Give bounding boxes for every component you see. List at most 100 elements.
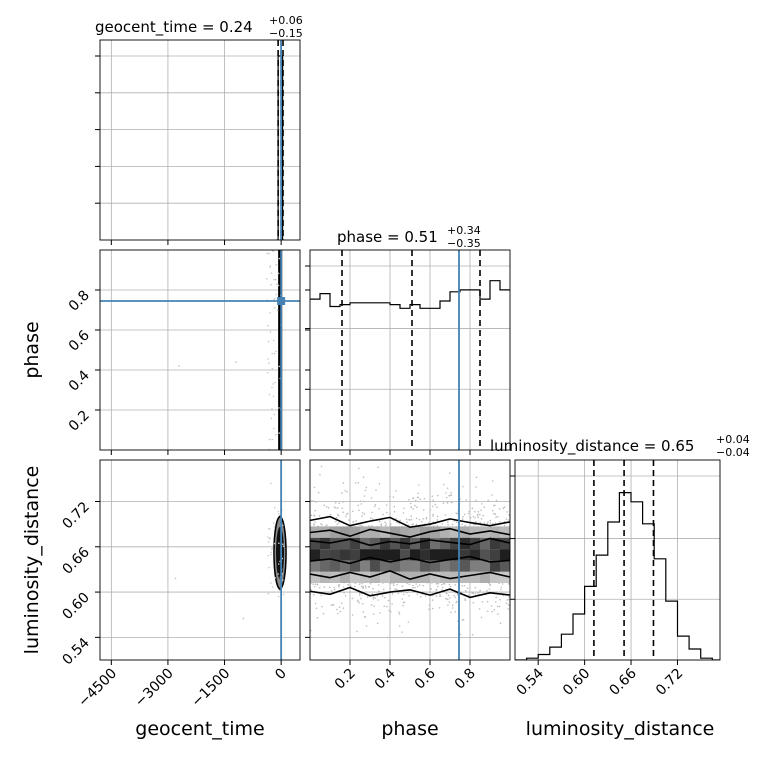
density-cell	[490, 571, 500, 583]
x-tick-label: 0.2	[332, 666, 359, 693]
sample-point	[269, 312, 271, 314]
sample-point	[441, 583, 443, 586]
sample-point	[271, 586, 274, 588]
sample-point	[431, 505, 434, 508]
y-tick-label: 0.72	[59, 499, 92, 532]
sample-point	[371, 511, 373, 514]
sample-point	[370, 497, 373, 499]
density-cell	[390, 549, 400, 561]
sample-point	[483, 522, 486, 524]
sample-point	[422, 518, 425, 520]
y-tick-label: 0.54	[59, 635, 92, 668]
sample-point	[412, 586, 414, 589]
sample-point	[275, 263, 278, 266]
sample-point	[465, 590, 467, 592]
density-cell	[370, 526, 380, 538]
sample-point	[310, 588, 312, 591]
sample-point	[266, 252, 269, 254]
sample-point	[398, 625, 401, 627]
sample-point	[468, 510, 470, 513]
sample-point	[471, 634, 474, 636]
sample-point	[380, 523, 383, 525]
sample-point	[342, 586, 345, 588]
x-tick-label: 0.66	[606, 665, 639, 698]
sample-point	[270, 548, 273, 550]
density-cell	[320, 549, 330, 561]
sample-point	[402, 593, 405, 596]
sample-point	[365, 587, 367, 589]
density-cell	[340, 537, 350, 549]
density-cell	[380, 571, 390, 583]
sample-point	[358, 467, 360, 470]
sample-point	[234, 361, 237, 363]
sample-point	[344, 594, 347, 597]
contour-lower-0	[310, 586, 510, 599]
sample-point	[398, 611, 400, 613]
sample-point	[351, 614, 354, 616]
sample-point	[342, 501, 344, 503]
sample-point	[347, 584, 350, 586]
sample-point	[268, 527, 271, 530]
sample-point	[395, 588, 398, 591]
sample-point	[472, 523, 475, 526]
sample-point	[415, 583, 418, 585]
density-cell	[470, 526, 480, 538]
sample-point	[358, 592, 361, 595]
sample-point	[454, 584, 457, 586]
sample-point	[486, 600, 489, 603]
density-cell	[320, 526, 330, 538]
density-cell	[480, 560, 490, 572]
title-geocent-time-minus: −0.15	[269, 27, 303, 40]
x-tick-label: 0	[272, 666, 290, 684]
sample-point	[402, 604, 404, 607]
sample-point	[475, 486, 477, 488]
density-core	[276, 526, 284, 579]
sample-point	[342, 607, 345, 609]
density-cell	[360, 571, 370, 583]
sample-point	[272, 395, 275, 398]
sample-point	[273, 278, 275, 281]
sample-point	[335, 516, 338, 519]
sample-point	[361, 582, 364, 585]
sample-point	[335, 520, 337, 523]
sample-point	[390, 610, 392, 613]
sample-point	[463, 584, 466, 587]
sample-point	[480, 517, 483, 520]
sample-point	[481, 503, 483, 505]
sample-point	[408, 594, 411, 597]
sample-point	[282, 545, 285, 547]
x-tick-label: 0.54	[514, 665, 547, 698]
sample-point	[267, 592, 270, 595]
sample-point	[486, 590, 488, 592]
sample-point	[487, 610, 489, 613]
sample-point	[448, 472, 451, 474]
sample-point	[448, 597, 451, 599]
sample-point	[479, 521, 482, 524]
sample-point	[408, 499, 410, 501]
sample-point	[316, 584, 319, 586]
sample-point	[384, 521, 386, 523]
x-tick-label: 0.6	[412, 665, 439, 692]
sample-point	[277, 272, 280, 275]
title-geocent-time-plus: +0.06	[269, 14, 303, 27]
sample-point	[380, 525, 383, 527]
sample-point	[491, 480, 494, 482]
sample-point	[277, 510, 280, 513]
x-axis-label-phase: phase	[381, 718, 438, 740]
sample-point	[364, 489, 367, 492]
sample-point	[447, 521, 449, 523]
sample-point	[364, 585, 367, 587]
density-cell	[350, 526, 360, 538]
y-tick-label: 0.6	[66, 327, 93, 354]
density-cell	[400, 526, 410, 538]
sample-point	[341, 492, 343, 494]
sample-point	[428, 608, 431, 610]
sample-point	[378, 508, 380, 510]
density-cell	[350, 560, 360, 572]
sample-point	[357, 504, 360, 507]
sample-point	[335, 507, 337, 509]
sample-point	[378, 590, 380, 592]
sample-point	[327, 507, 330, 509]
sample-point	[370, 604, 373, 606]
contour-line	[273, 516, 287, 590]
